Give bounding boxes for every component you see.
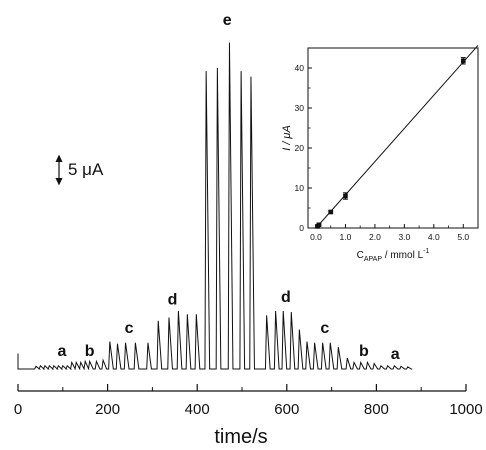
main-x-label: time/s <box>214 426 267 448</box>
peak-annotation: c <box>125 320 134 337</box>
inset-x-label-sub: APAP <box>364 256 382 263</box>
peak-annotation: b <box>85 343 95 360</box>
scale-bar-arrow-down <box>55 178 63 186</box>
main-x-tick-label: 1000 <box>449 401 482 418</box>
main-x-tick-label: 600 <box>274 401 299 418</box>
inset-y-tick-label: 10 <box>295 183 305 193</box>
main-x-tick-label: 800 <box>364 401 389 418</box>
inset-y-tick-label: 30 <box>295 103 305 113</box>
scale-bar-label: 5 μA <box>68 160 104 179</box>
scale-bar-arrow-up <box>55 154 63 162</box>
inset-ticks: 0.0 1.0 2.0 3.0 4.0 5.0 0 10 20 30 40 <box>295 47 479 242</box>
peak-annotation: d <box>281 289 291 306</box>
peak-annotation: a <box>391 346 400 363</box>
inset-x-label-sup: -1 <box>423 248 429 255</box>
main-x-tick-label: 0 <box>14 401 22 418</box>
inset-points <box>314 57 466 229</box>
inset-x-label: CAPAP / mmol L-1 <box>357 248 430 263</box>
inset-calibration-chart: 0.0 1.0 2.0 3.0 4.0 5.0 0 10 20 30 40 CAPAP / mmol… <box>281 45 479 263</box>
main-x-tick-label: 200 <box>95 401 120 418</box>
main-x-tick-label: 400 <box>185 401 210 418</box>
inset-x-tick-label: 2.0 <box>369 232 381 242</box>
peak-annotation: a <box>57 343 66 360</box>
data-point <box>328 209 334 215</box>
inset-x-tick-label: 0.0 <box>310 232 322 242</box>
inset-x-tick-label: 5.0 <box>457 232 469 242</box>
current-trace <box>17 42 413 370</box>
inset-y-label: I / μA <box>281 125 293 151</box>
inset-frame <box>307 47 479 229</box>
fit-line <box>315 45 479 229</box>
data-point <box>343 193 348 199</box>
data-point <box>460 58 466 64</box>
peak-annotation: d <box>168 291 178 308</box>
main-x-ticks: 0 200 400 600 800 1000 <box>14 384 483 418</box>
scale-bar: 5 μA <box>55 154 104 186</box>
inset-x-label-suffix: / mmol L <box>382 250 424 261</box>
inset-y-tick-label: 0 <box>299 223 304 233</box>
inset-x-tick-label: 4.0 <box>428 232 440 242</box>
inset-x-tick-label: 3.0 <box>398 232 410 242</box>
inset-x-tick-label: 1.0 <box>340 232 352 242</box>
peak-annotation: c <box>320 320 329 337</box>
peak-annotation: b <box>359 343 369 360</box>
inset-x-label-main: C <box>357 250 364 261</box>
inset-y-tick-label: 40 <box>295 63 305 73</box>
inset-y-tick-label: 20 <box>295 143 305 153</box>
peak-annotations: a b c d e d c b a <box>57 12 399 363</box>
data-point <box>316 222 322 228</box>
peak-annotation: e <box>223 12 232 29</box>
